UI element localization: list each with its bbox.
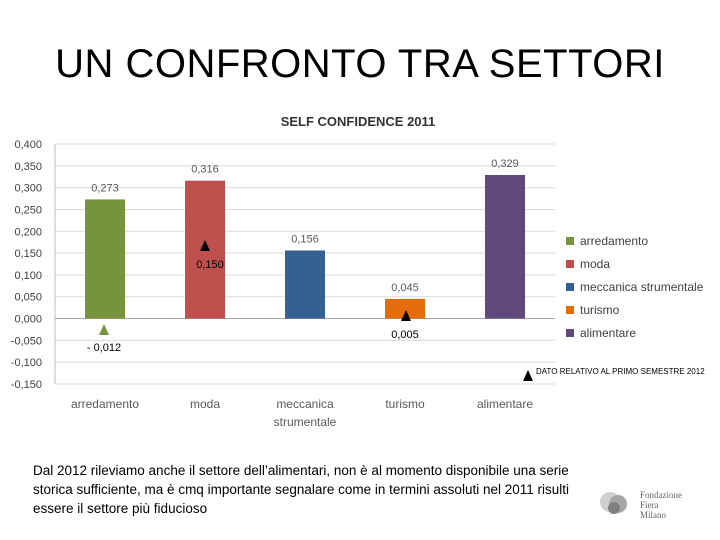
legend-label: arredamento bbox=[580, 234, 648, 248]
annotation-marker-arredamento bbox=[99, 324, 109, 335]
x-tick-label: arredamento bbox=[71, 397, 139, 411]
legend-label: alimentare bbox=[580, 326, 636, 340]
value-label: 0,045 bbox=[391, 282, 419, 294]
y-tick-label: 0,250 bbox=[14, 204, 42, 216]
value-label: 0,273 bbox=[91, 182, 119, 194]
bar-chart: SELF CONFIDENCE 2011 0,400 0,350 0,300 0,250… bbox=[11, 114, 705, 429]
y-tick-label: 0,400 bbox=[14, 139, 42, 151]
bar-turismo bbox=[385, 298, 425, 319]
logo-line: Milano bbox=[640, 510, 666, 520]
bar-meccanica-strumentale bbox=[285, 250, 325, 319]
legend-swatch bbox=[566, 237, 574, 245]
x-tick-label: turismo bbox=[385, 397, 425, 411]
y-tick-label: 0,000 bbox=[14, 314, 42, 326]
value-label: 0,329 bbox=[491, 158, 519, 170]
legend-label: turismo bbox=[580, 303, 620, 317]
value-label: 0,316 bbox=[191, 164, 219, 176]
logo-mark-icon bbox=[600, 492, 627, 514]
chart-title: SELF CONFIDENCE 2011 bbox=[281, 114, 436, 129]
y-tick-label: 0,100 bbox=[14, 270, 42, 282]
y-tick-label: 0,200 bbox=[14, 226, 42, 238]
y-tick-label: -0,150 bbox=[11, 379, 42, 391]
y-tick-label: -0,050 bbox=[11, 335, 42, 347]
legend-swatch bbox=[566, 306, 574, 314]
legend-label: moda bbox=[580, 257, 610, 271]
y-tick-label: 0,300 bbox=[14, 183, 42, 195]
logo-line: Fiera bbox=[640, 500, 659, 510]
slide-title: UN CONFRONTO TRA SETTORI bbox=[55, 42, 665, 86]
note-marker bbox=[523, 370, 533, 381]
x-tick-label: moda bbox=[190, 397, 220, 411]
annotation-marker-moda bbox=[200, 240, 210, 251]
annotation-label: 0,005 bbox=[391, 329, 419, 341]
legend-label: meccanica strumentale bbox=[580, 280, 704, 294]
note-label: DATO RELATIVO AL PRIMO SEMESTRE 2012 bbox=[536, 367, 705, 376]
annotation-label: - 0,012 bbox=[87, 342, 121, 354]
legend-swatch bbox=[566, 260, 574, 268]
fondazione-fiera-milano-logo: Fondazione Fiera Milano bbox=[600, 488, 686, 520]
value-label: 0,156 bbox=[291, 233, 319, 245]
y-tick-label: 0,350 bbox=[14, 161, 42, 173]
legend-swatch bbox=[566, 329, 574, 337]
x-tick-label: strumentale bbox=[274, 415, 337, 429]
y-tick-label: 0,150 bbox=[14, 248, 42, 260]
bar-arredamento bbox=[85, 199, 125, 319]
annotation-marker-turismo bbox=[401, 310, 411, 321]
y-tick-label: -0,100 bbox=[11, 357, 42, 369]
y-tick-label: 0,050 bbox=[14, 292, 42, 304]
annotation-label: 0,150 bbox=[196, 259, 224, 271]
legend-swatch bbox=[566, 283, 574, 291]
x-tick-label: meccanica bbox=[276, 397, 334, 411]
x-tick-label: alimentare bbox=[477, 397, 533, 411]
logo-line: Fondazione bbox=[640, 490, 682, 500]
bar-alimentare bbox=[485, 174, 525, 319]
slide-caption: Dal 2012 rileviamo anche il settore dell… bbox=[33, 463, 569, 516]
